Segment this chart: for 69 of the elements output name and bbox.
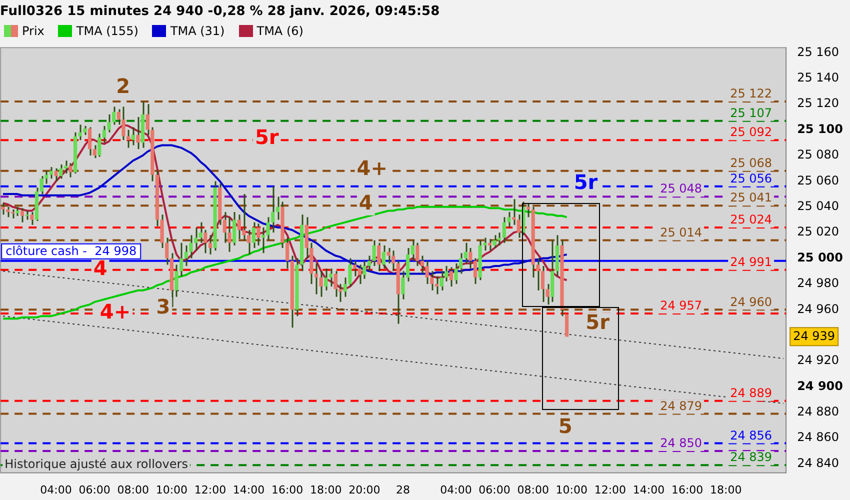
annotation: 3 [156, 294, 170, 319]
ref-line-label: 25 041 [730, 190, 772, 205]
y-tick-label: 24 860 [797, 430, 840, 444]
ref-line-label: 24 850 [660, 436, 702, 450]
annotation: 4 [93, 256, 108, 280]
y-tick-label: 25 140 [797, 70, 840, 85]
ref-line-label: 25 122 [730, 86, 772, 101]
ref-line-label: 24 960 [730, 294, 772, 309]
x-tick-label: 14:00 [232, 483, 265, 496]
x-tick-label: 06:00 [478, 483, 510, 496]
y-tick-label: 25 040 [797, 199, 840, 214]
annotation: Historique ajusté aux rollovers [4, 456, 188, 471]
x-tick-label: 28 [396, 483, 410, 496]
annotation: 2 [116, 74, 130, 98]
x-tick-label: 10:00 [156, 483, 188, 496]
y-tick-label: 24 920 [797, 353, 840, 368]
ref-line-label: 25 024 [730, 212, 772, 227]
legend-label: TMA (155) [76, 24, 138, 38]
annotation: 5r [254, 125, 279, 150]
x-tick-label: 16:00 [671, 483, 704, 496]
y-tick-label: 25 100 [797, 122, 844, 136]
ref-line-label: 25 092 [730, 125, 772, 140]
ref-line-label: 25 014 [660, 225, 702, 240]
legend-label: Prix [22, 24, 44, 38]
x-tick-label: 18:00 [710, 483, 742, 496]
ref-line-label: 25 056 [730, 171, 772, 186]
x-tick-label: 10:00 [556, 483, 588, 496]
x-tick-label: 06:00 [78, 483, 110, 496]
ref-line-label: clôture cash - 24 998 [6, 244, 137, 258]
y-tick-label: 25 000 [797, 250, 844, 264]
x-tick-label: 18:00 [310, 483, 342, 496]
y-tick-label: 24 980 [797, 276, 840, 290]
x-tick-label: 16:00 [271, 483, 304, 496]
x-tick-label: 12:00 [194, 483, 226, 496]
y-tick-label: 24 900 [797, 378, 844, 393]
annotation: 5r [574, 170, 598, 194]
annotation: 4 [358, 190, 373, 215]
annotation: 4+ [356, 156, 388, 180]
text: 24 939 [793, 328, 836, 343]
y-tick-label: 25 060 [797, 173, 840, 188]
ref-line-label: 24 879 [660, 398, 702, 413]
chart-title: Full0326 15 minutes 24 940 -0,28 % 28 janv. 2026, 09:45:58 [0, 4, 440, 20]
y-tick-label: 24 960 [797, 302, 840, 316]
y-tick-label: 25 080 [797, 148, 840, 162]
x-tick-label: 04:00 [440, 483, 472, 496]
ref-line-label: 24 839 [730, 450, 772, 464]
x-tick-label: 08:00 [117, 483, 149, 496]
ref-line-label: 25 107 [730, 106, 772, 120]
x-tick-label: 12:00 [594, 483, 626, 496]
annotation: 4+ [100, 300, 131, 324]
legend-label: TMA (6) [256, 24, 304, 38]
y-tick-label: 25 120 [797, 96, 840, 110]
annotation: 5r [586, 310, 610, 334]
ref-line-label: 24 957 [660, 298, 702, 313]
y-tick-label: 24 880 [797, 404, 840, 419]
ref-line-label: 24 889 [730, 386, 772, 400]
ref-line-label: 24 856 [730, 428, 772, 442]
annotation: 5 [558, 414, 572, 438]
legend-label: TMA (31) [170, 24, 225, 38]
y-tick-label: 24 840 [797, 456, 840, 470]
y-tick-label: 25 160 [797, 44, 840, 59]
y-tick-label: 25 020 [797, 224, 840, 239]
x-tick-label: 08:00 [517, 483, 549, 496]
ref-line-label: 25 068 [730, 156, 772, 170]
x-tick-label: 20:00 [348, 483, 380, 496]
x-tick-label: 04:00 [40, 483, 72, 496]
ref-line-label: 24 991 [730, 254, 772, 269]
x-tick-label: 14:00 [632, 483, 665, 496]
ref-line-label: 25 048 [660, 182, 702, 196]
